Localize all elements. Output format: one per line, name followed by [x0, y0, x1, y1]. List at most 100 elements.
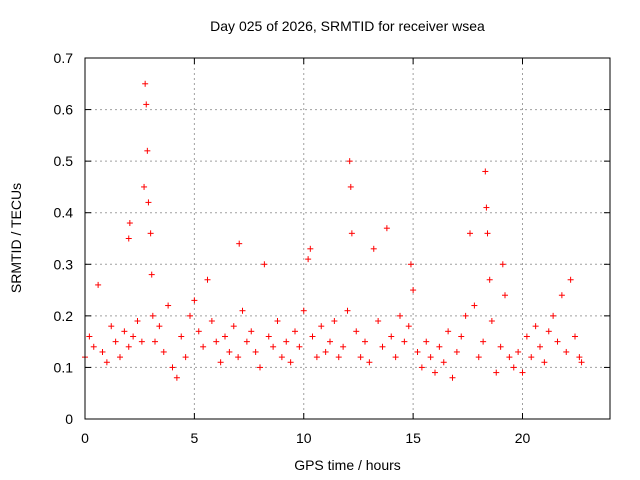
chart-title: Day 025 of 2026, SRMTID for receiver wse… — [210, 18, 485, 34]
data-point — [357, 354, 364, 361]
data-point — [480, 338, 487, 345]
data-point — [532, 323, 539, 330]
data-point — [397, 312, 403, 319]
data-point — [148, 271, 155, 278]
data-point — [578, 359, 585, 366]
data-point — [453, 348, 460, 355]
data-point — [156, 323, 163, 330]
data-point — [506, 354, 513, 361]
data-point — [486, 276, 493, 283]
data-point — [405, 323, 412, 330]
x-axis-label: GPS time / hours — [294, 457, 401, 473]
data-point — [270, 343, 277, 350]
data-point — [152, 338, 158, 345]
y-tick-label: 0.2 — [54, 308, 74, 324]
data-point — [550, 312, 557, 319]
data-point — [567, 276, 574, 283]
data-point — [467, 230, 473, 237]
data-point — [375, 318, 382, 325]
data-point — [108, 323, 115, 330]
data-point — [182, 354, 189, 361]
data-point — [300, 307, 307, 314]
y-tick-label: 0.1 — [54, 359, 74, 375]
data-point — [523, 333, 530, 340]
data-point — [112, 338, 119, 345]
data-point — [169, 364, 176, 371]
data-point — [392, 354, 399, 361]
data-point — [274, 318, 281, 325]
data-point — [440, 359, 447, 366]
data-point — [103, 359, 110, 366]
data-point — [475, 354, 482, 361]
data-point — [401, 338, 408, 345]
data-point — [576, 354, 583, 361]
data-point — [488, 318, 495, 325]
data-point — [482, 168, 489, 175]
data-point — [217, 359, 224, 366]
data-point — [173, 374, 180, 381]
data-point — [200, 343, 207, 350]
data-point — [117, 354, 123, 361]
data-point — [230, 323, 237, 330]
data-point — [414, 348, 421, 355]
plot-background — [85, 58, 610, 419]
data-point — [204, 276, 211, 283]
y-axis-label: SRMTID / TECUs — [8, 182, 24, 294]
data-point — [331, 318, 338, 325]
data-point — [519, 369, 526, 376]
data-point — [165, 302, 172, 309]
data-point — [125, 235, 132, 242]
data-point — [502, 292, 508, 299]
data-point — [213, 338, 220, 345]
data-point — [143, 101, 150, 108]
ticks-layer: 0 0.1 0.2 0.3 0.4 0.5 0.6 0.7 0 5 10 15 20 — [54, 50, 610, 446]
x-tick-label: 15 — [405, 430, 421, 446]
data-point — [144, 147, 151, 154]
data-point — [307, 245, 314, 252]
data-point — [278, 354, 285, 361]
data-point — [427, 354, 434, 361]
y-tick-label: 0.7 — [54, 50, 74, 66]
data-point — [554, 338, 561, 345]
grid-layer — [85, 58, 610, 419]
y-tick-label: 0.6 — [54, 102, 74, 118]
data-point — [537, 343, 543, 350]
y-tick-label: 0.5 — [54, 153, 74, 169]
data-point — [226, 348, 233, 355]
data-point — [121, 328, 128, 335]
data-point — [142, 80, 149, 87]
data-point — [445, 328, 452, 335]
y-tick-label: 0 — [65, 411, 73, 427]
data-point — [388, 333, 395, 340]
data-point — [141, 183, 148, 190]
data-point — [418, 364, 425, 371]
data-point — [243, 338, 250, 345]
data-point — [340, 343, 347, 350]
data-point — [130, 333, 137, 340]
data-point — [145, 199, 152, 206]
data-point — [327, 338, 333, 345]
data-point — [471, 302, 478, 309]
points-layer — [82, 80, 585, 381]
data-point — [99, 348, 106, 355]
data-point — [528, 354, 535, 361]
data-point — [379, 343, 386, 350]
data-point — [558, 292, 565, 299]
data-point — [252, 348, 259, 355]
data-point — [208, 318, 215, 325]
data-point — [257, 364, 263, 371]
data-point — [95, 281, 102, 288]
data-point — [187, 312, 193, 319]
data-point — [436, 343, 443, 350]
data-point — [423, 338, 430, 345]
data-point — [149, 312, 156, 319]
data-point — [572, 333, 578, 340]
data-point — [125, 343, 132, 350]
data-point — [407, 261, 414, 268]
data-point — [348, 230, 355, 237]
data-point — [178, 333, 185, 340]
x-tick-label: 0 — [81, 430, 89, 446]
data-point — [222, 333, 228, 340]
data-point — [305, 256, 312, 263]
